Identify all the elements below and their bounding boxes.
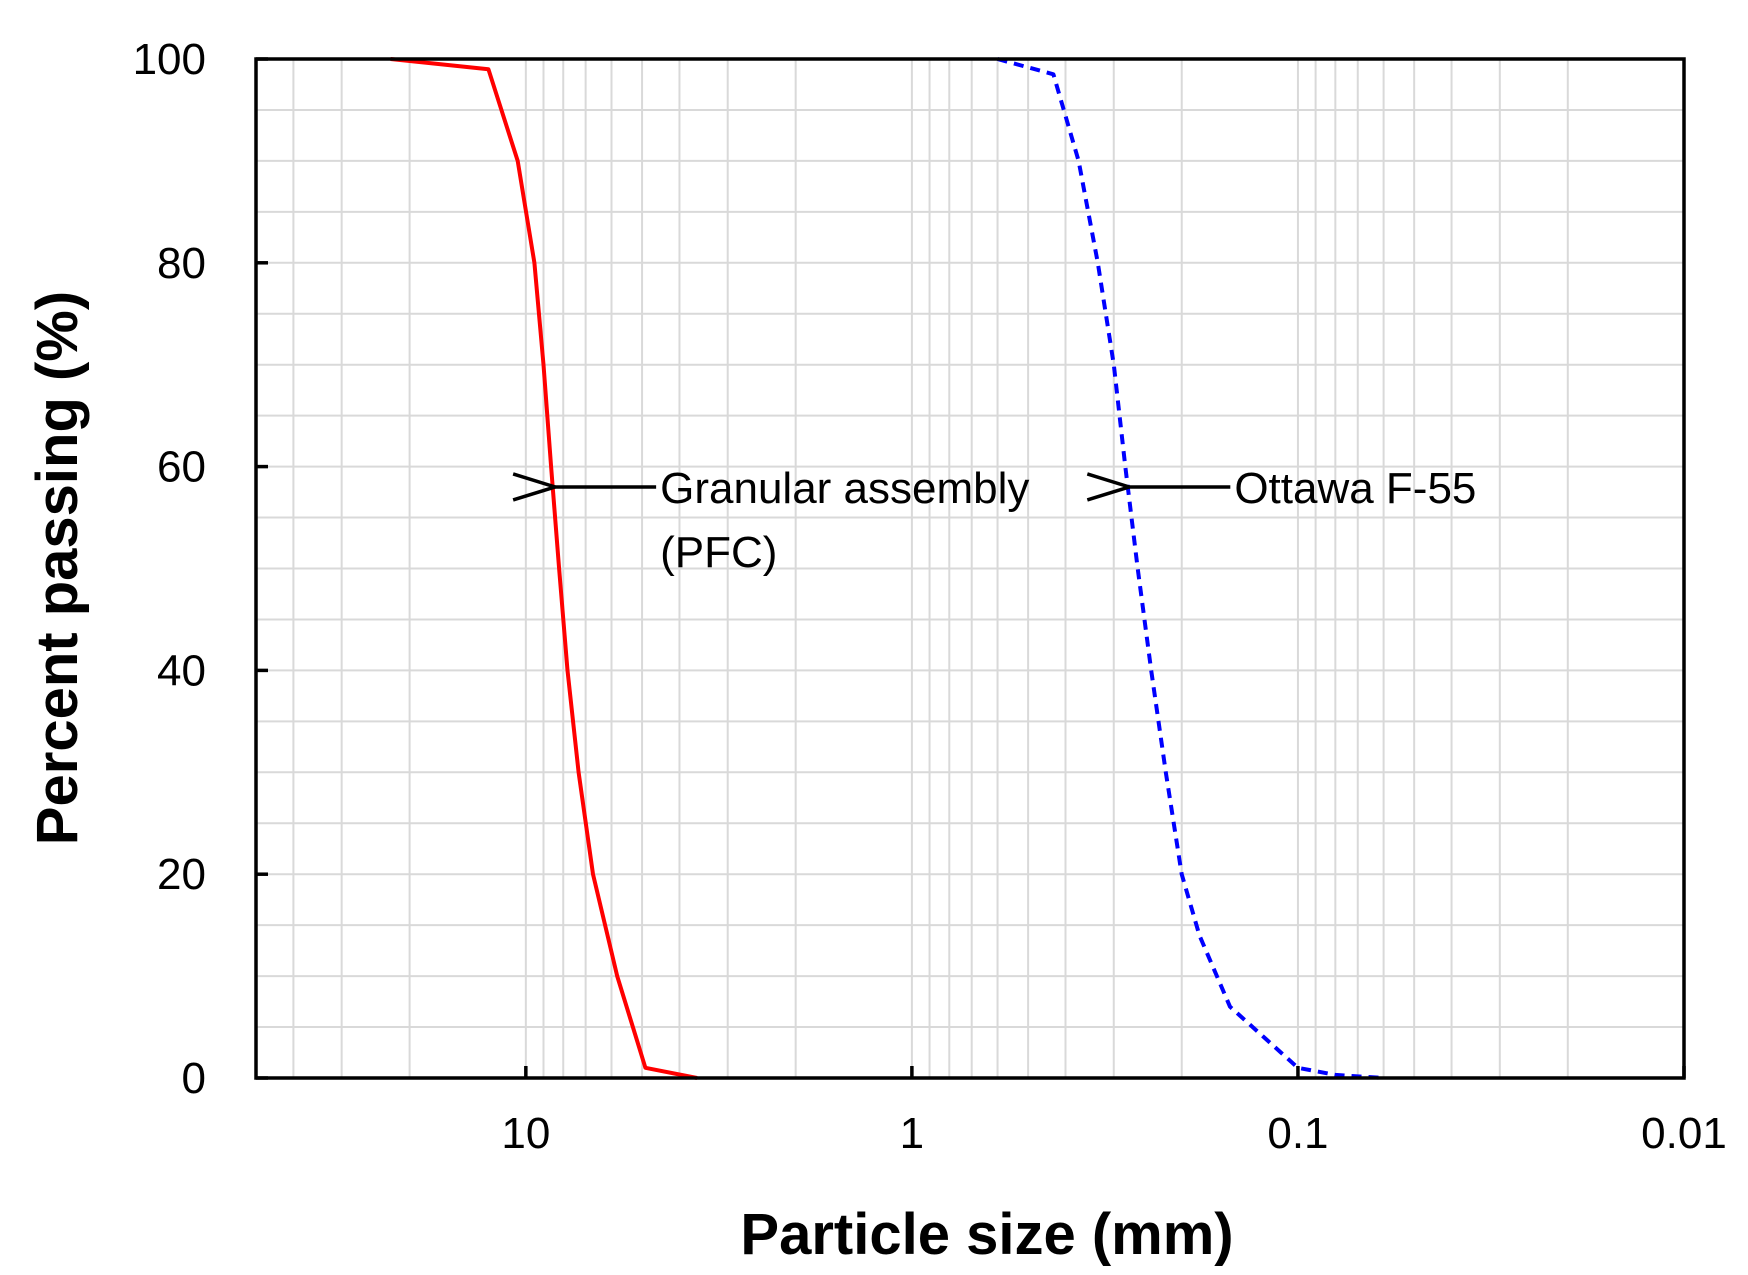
x-tick-label: 0.1 [1267,1109,1328,1158]
x-tick-label: 1 [900,1109,924,1158]
y-axis-title: Percent passing (%) [25,291,90,845]
y-tick-label: 40 [157,646,206,695]
y-tick-label: 100 [133,35,206,84]
series-lines [390,57,1384,1080]
x-axis-title: Particle size (mm) [740,1202,1233,1267]
y-tick-label: 0 [182,1054,206,1103]
x-tick-label: 10 [501,1109,550,1158]
annotations: Granular assembly (PFC) Ottawa F-55 [555,464,1476,577]
annotation-label: Granular assembly [660,464,1029,513]
plot-area-frame [254,57,1686,1080]
axis-ticks: 10 1 0.1 0.01 0 20 40 60 80 100 [133,35,1727,1158]
grid-lines [255,59,1685,1078]
annotation-label: (PFC) [660,528,777,577]
x-tick-label: 0.01 [1641,1109,1727,1158]
series-line-2 [996,57,1384,1080]
series-line-1 [390,57,698,1080]
y-tick-label: 20 [157,850,206,899]
y-tick-label: 60 [157,443,206,492]
annotation-label: Ottawa F-55 [1234,464,1476,513]
y-tick-label: 80 [157,239,206,288]
